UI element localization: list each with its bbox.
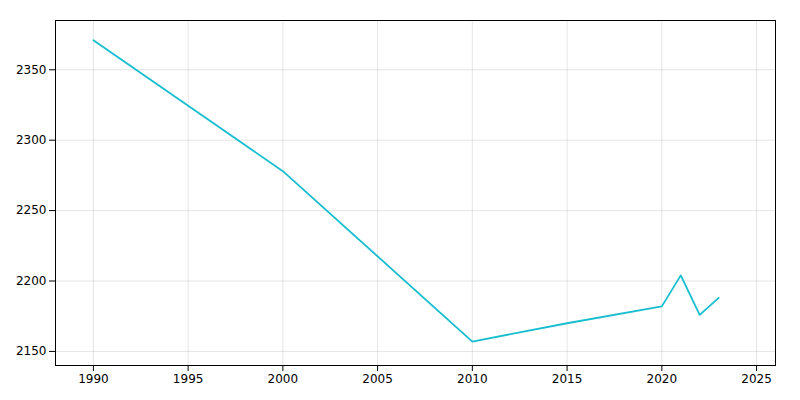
svg-text:1995: 1995 xyxy=(173,372,204,386)
svg-text:2250: 2250 xyxy=(16,203,47,217)
svg-text:2000: 2000 xyxy=(268,372,299,386)
svg-text:2010: 2010 xyxy=(457,372,488,386)
svg-text:2020: 2020 xyxy=(647,372,678,386)
svg-text:2300: 2300 xyxy=(16,133,47,147)
svg-text:2005: 2005 xyxy=(362,372,393,386)
svg-text:2350: 2350 xyxy=(16,63,47,77)
svg-text:1990: 1990 xyxy=(78,372,109,386)
svg-text:2025: 2025 xyxy=(741,372,772,386)
svg-text:2150: 2150 xyxy=(16,344,47,358)
svg-text:2015: 2015 xyxy=(552,372,583,386)
svg-text:2200: 2200 xyxy=(16,274,47,288)
